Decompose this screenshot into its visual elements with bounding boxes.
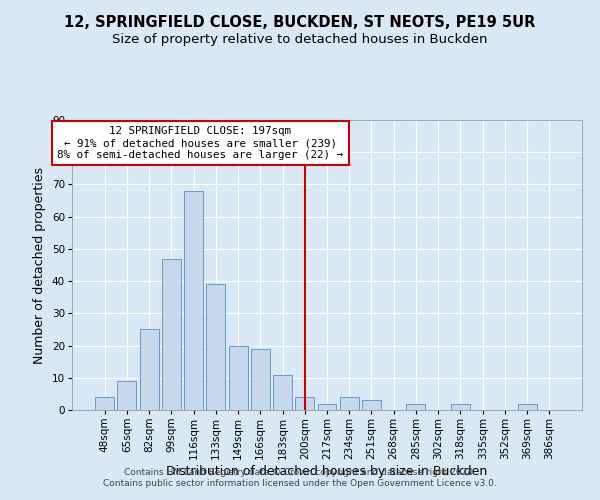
Bar: [317, 404, 337, 410]
Bar: [273, 374, 292, 410]
Bar: [295, 397, 314, 410]
Bar: [118, 381, 136, 410]
Bar: [451, 404, 470, 410]
Bar: [95, 397, 114, 410]
Bar: [206, 284, 225, 410]
Bar: [362, 400, 381, 410]
Bar: [184, 191, 203, 410]
X-axis label: Distribution of detached houses by size in Buckden: Distribution of detached houses by size …: [166, 464, 488, 477]
Text: 12, SPRINGFIELD CLOSE, BUCKDEN, ST NEOTS, PE19 5UR: 12, SPRINGFIELD CLOSE, BUCKDEN, ST NEOTS…: [64, 15, 536, 30]
Bar: [162, 258, 181, 410]
Bar: [251, 349, 270, 410]
Bar: [140, 330, 158, 410]
Bar: [229, 346, 248, 410]
Bar: [406, 404, 425, 410]
Text: Size of property relative to detached houses in Buckden: Size of property relative to detached ho…: [112, 32, 488, 46]
Text: Contains HM Land Registry data © Crown copyright and database right 2024.
Contai: Contains HM Land Registry data © Crown c…: [103, 468, 497, 487]
Y-axis label: Number of detached properties: Number of detached properties: [34, 166, 46, 364]
Bar: [518, 404, 536, 410]
Text: 12 SPRINGFIELD CLOSE: 197sqm
← 91% of detached houses are smaller (239)
8% of se: 12 SPRINGFIELD CLOSE: 197sqm ← 91% of de…: [57, 126, 343, 160]
Bar: [340, 397, 359, 410]
